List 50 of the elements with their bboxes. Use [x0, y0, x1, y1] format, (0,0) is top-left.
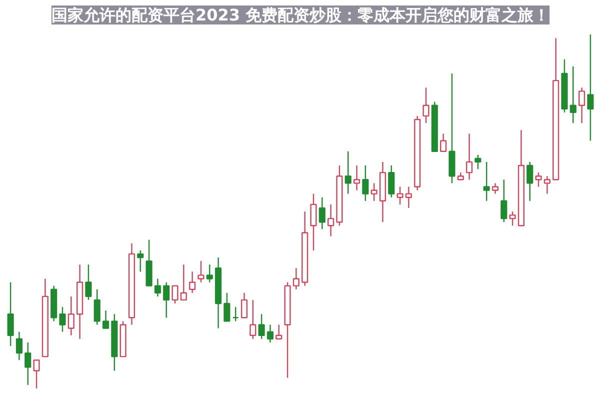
candlestick: [492, 182, 499, 194]
candlestick: [396, 186, 404, 206]
candlestick: [224, 292, 230, 322]
candlestick: [362, 164, 369, 202]
candlestick: [250, 299, 256, 340]
candlestick: [422, 87, 430, 124]
candlestick: [292, 268, 300, 290]
candlestick: [535, 172, 542, 188]
candlestick: [370, 182, 378, 202]
chart-title: 国家允许的配资平台2023 免费配资炒股：零成本开启您的财富之旅！: [51, 6, 550, 24]
candlestick: [483, 161, 490, 202]
candlestick: [206, 264, 213, 283]
candlestick: [16, 331, 22, 361]
candlestick: [310, 193, 317, 252]
candlestick: [180, 264, 187, 301]
candlestick: [163, 282, 170, 318]
candlestick: [328, 204, 334, 237]
candlestick: [85, 264, 92, 301]
candlestick: [318, 196, 326, 230]
candlestick: [24, 342, 32, 386]
candlestick: [388, 164, 395, 198]
candlestick: [578, 87, 586, 124]
candlestick: [258, 314, 265, 340]
candlestick: [59, 306, 66, 332]
candlestick: [466, 133, 473, 180]
candlestick: [154, 278, 161, 298]
candlestick: [544, 176, 550, 194]
candlestick: [102, 310, 110, 329]
candlestick: [266, 324, 274, 344]
candlestick: [509, 210, 516, 226]
candlestick: [570, 66, 576, 124]
candlestick: [405, 186, 412, 209]
candlestick: [189, 271, 196, 294]
candlestick: [7, 282, 14, 347]
candlestick: [587, 34, 594, 142]
candlestick: [68, 296, 74, 336]
candlestick: [344, 150, 352, 194]
candlestick: [172, 285, 178, 304]
candlestick: [198, 260, 204, 283]
candlestick: [137, 250, 144, 272]
candlestick: [440, 133, 447, 152]
candlestick: [33, 360, 40, 390]
candlestick: [526, 161, 534, 202]
candlestick: [232, 306, 239, 322]
candlestick: [353, 164, 360, 191]
candlestick: [94, 288, 100, 326]
candlestick: [276, 324, 282, 340]
candlestick: [240, 292, 248, 318]
candlestick: [500, 179, 508, 223]
candlestick: [474, 154, 482, 170]
